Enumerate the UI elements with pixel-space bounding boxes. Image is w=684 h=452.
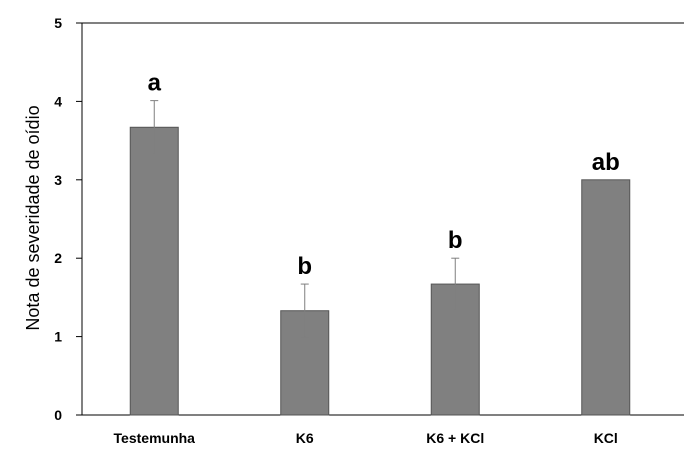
significance-label: a [148,70,162,97]
x-tick-label: KCl [594,430,618,446]
y-tick-label: 1 [54,329,62,345]
significance-label: ab [592,149,620,176]
x-tick-label: K6 + KCl [426,430,484,446]
bar [129,126,179,416]
x-tick-label: K6 [296,430,314,446]
bar [581,179,631,416]
y-tick-label: 4 [54,93,62,109]
y-tick-label: 2 [54,250,62,266]
y-axis-title: Nota de severidade de oídio [23,105,43,330]
significance-label: b [297,253,312,280]
significance-label: b [448,227,463,254]
y-tick-label: 0 [54,407,62,423]
x-tick-label: Testemunha [114,430,196,446]
plot-area: 0 1 2 3 4 5 a Testemunha b K6 b K6 + KCl ab KCl [54,15,684,446]
y-tick-label: 5 [54,15,62,31]
y-tick-label: 3 [54,172,62,188]
